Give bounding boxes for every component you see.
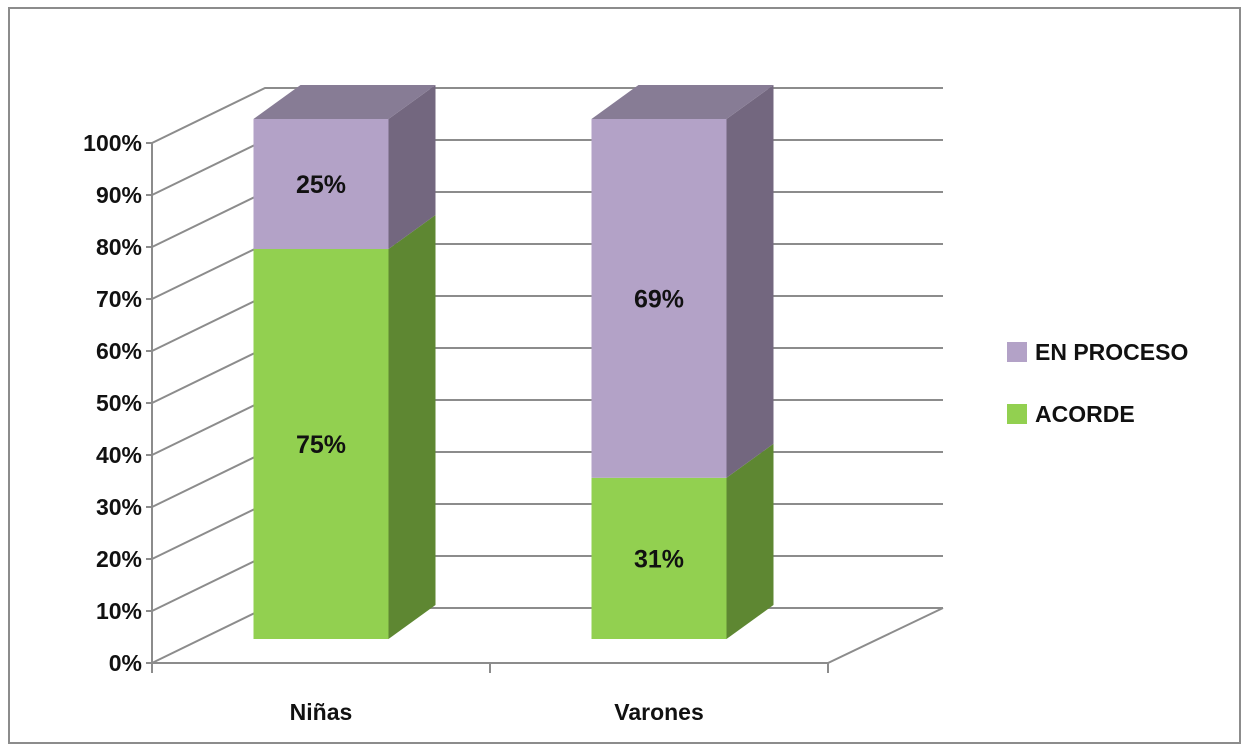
y-tick-label: 100% <box>83 130 142 156</box>
y-tick-label: 50% <box>96 390 142 416</box>
y-tick-label: 20% <box>96 546 142 572</box>
bars <box>253 85 774 639</box>
data-label: 69% <box>634 285 684 313</box>
x-axis: Niñas Varones <box>151 663 829 725</box>
y-tick-label: 60% <box>96 338 142 364</box>
legend-swatch <box>1007 404 1027 424</box>
bar-en-proceso-side <box>726 85 774 478</box>
x-category-label: Varones <box>614 699 704 725</box>
bar-top-face <box>253 85 436 119</box>
bar-top-face <box>591 85 774 119</box>
data-label: 25% <box>296 171 346 199</box>
bar-en-proceso-front <box>253 119 389 249</box>
y-tick-label: 0% <box>109 650 142 676</box>
y-tick-label: 80% <box>96 234 142 260</box>
legend-swatch <box>1007 342 1027 362</box>
y-tick-label: 70% <box>96 286 142 312</box>
data-label: 31% <box>634 545 684 573</box>
y-tick-label: 30% <box>96 494 142 520</box>
legend-label: EN PROCESO <box>1035 339 1188 365</box>
y-tick-label: 10% <box>96 598 142 624</box>
bar-en-proceso-side <box>388 85 436 249</box>
legend: EN PROCESO ACORDE <box>1007 339 1188 427</box>
bar-acorde-front <box>253 249 389 639</box>
bar-acorde-front <box>591 477 727 639</box>
bar-en-proceso-front <box>591 119 727 478</box>
bar-acorde-side <box>726 443 774 639</box>
data-label: 75% <box>296 431 346 459</box>
bar-acorde-side <box>388 215 436 639</box>
y-axis-ticks: 0% 10% 20% 30% 40% 50% 60% 70% 80% 90% 100% <box>83 130 152 676</box>
x-category-label: Niñas <box>290 699 353 725</box>
y-tick-label: 40% <box>96 442 142 468</box>
y-tick-label: 90% <box>96 182 142 208</box>
legend-label: ACORDE <box>1035 401 1135 427</box>
data-labels: 75% 25% 31% 69% <box>296 171 684 573</box>
